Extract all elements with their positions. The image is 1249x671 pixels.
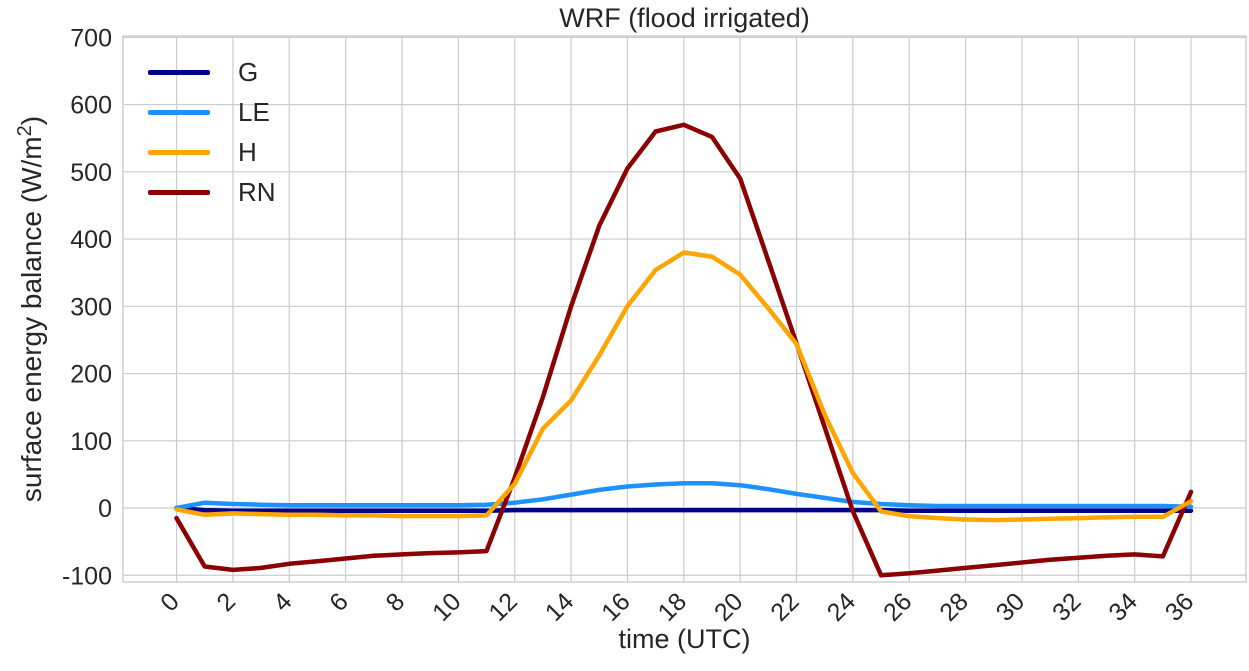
y-axis-label-text: surface energy balance (W/m [16, 136, 47, 503]
legend-label-LE: LE [238, 97, 270, 127]
y-tick-label--100: -100 [62, 562, 112, 590]
series-line-LE [174, 480, 1194, 511]
legend-swatch-RN [148, 189, 210, 195]
legend: G LE H RN [148, 52, 276, 212]
x-tick-label-30: 30 [991, 587, 1030, 626]
x-tick-label-26: 26 [878, 587, 917, 626]
x-tick-label-12: 12 [483, 587, 522, 626]
y-axis-label-superscript: 2 [14, 125, 36, 137]
y-axis-label: surface energy balance (W/m2) [14, 32, 52, 586]
legend-swatch-G [148, 69, 210, 75]
x-tick-label-6: 6 [324, 587, 354, 617]
legend-label-RN: RN [238, 177, 276, 207]
x-tick-label-20: 20 [709, 587, 748, 626]
chart-title: WRF (flood irrigated) [559, 3, 810, 33]
x-tick-label-36: 36 [1160, 587, 1199, 626]
y-tick-label-700: 700 [70, 24, 112, 52]
legend-item-G: G [148, 52, 276, 92]
y-tick-label-100: 100 [70, 428, 112, 456]
y-tick-label-0: 0 [98, 495, 112, 523]
y-tick-label-500: 500 [70, 159, 112, 187]
x-tick-label-10: 10 [427, 587, 466, 626]
y-tick-label-400: 400 [70, 226, 112, 254]
x-tick-label-0: 0 [155, 587, 185, 617]
x-tick-label-4: 4 [268, 587, 298, 617]
x-tick-label-18: 18 [653, 587, 692, 626]
x-tick-label-34: 34 [1103, 587, 1143, 627]
series-line-H [174, 250, 1194, 523]
series-line-RN [174, 122, 1194, 578]
y-tick-label-200: 200 [70, 361, 112, 389]
y-tick-label-300: 300 [70, 293, 112, 321]
y-tick-label-600: 600 [70, 92, 112, 120]
legend-item-LE: LE [148, 92, 276, 132]
legend-label-G: G [238, 57, 259, 87]
series-line-G [174, 505, 1194, 513]
legend-label-H: H [238, 137, 257, 167]
x-tick-label-2: 2 [212, 587, 242, 617]
legend-item-RN: RN [148, 172, 276, 212]
x-axis-label: time (UTC) [618, 624, 751, 654]
x-tick-label-14: 14 [540, 587, 580, 627]
x-tick-label-24: 24 [822, 587, 862, 627]
x-tick-label-8: 8 [381, 587, 411, 617]
x-tick-label-22: 22 [765, 587, 804, 626]
x-tick-label-28: 28 [934, 587, 973, 626]
legend-item-H: H [148, 132, 276, 172]
legend-swatch-H [148, 149, 210, 155]
x-tick-label-32: 32 [1047, 587, 1086, 626]
legend-swatch-LE [148, 109, 210, 115]
y-axis-label-close-paren: ) [16, 115, 47, 126]
plot-border [122, 35, 1247, 583]
x-tick-label-16: 16 [596, 587, 635, 626]
